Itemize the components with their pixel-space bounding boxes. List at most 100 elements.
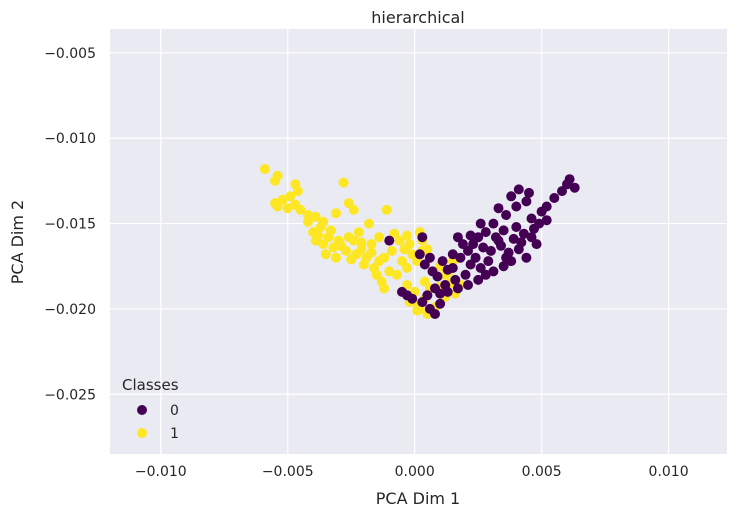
data-point-class-0: [518, 228, 529, 239]
data-point-class-1: [353, 227, 364, 238]
data-point-class-0: [524, 187, 534, 198]
data-point-class-1: [331, 252, 341, 263]
y-axis-label: PCA Dim 2: [8, 200, 27, 284]
data-point-class-0: [541, 215, 552, 226]
legend-label-0: 0: [170, 403, 179, 419]
data-point-class-1: [402, 230, 413, 241]
x-tick-label: 0.005: [522, 464, 562, 480]
data-point-class-1: [419, 276, 430, 287]
data-point-class-1: [323, 232, 334, 243]
data-point-class-0: [485, 245, 496, 256]
data-point-class-1: [384, 266, 395, 277]
data-point-class-0: [531, 239, 542, 250]
data-point-class-0: [506, 191, 517, 202]
data-points: [259, 164, 580, 319]
data-point-class-1: [303, 216, 313, 227]
data-point-class-0: [468, 239, 479, 250]
data-point-class-1: [320, 249, 331, 260]
data-point-class-1: [371, 269, 382, 280]
data-point-class-0: [549, 193, 560, 203]
data-point-class-0: [463, 245, 473, 256]
data-point-class-1: [366, 239, 377, 250]
data-point-class-0: [407, 293, 418, 304]
data-point-class-1: [358, 259, 369, 270]
data-point-class-1: [412, 305, 423, 316]
data-point-class-0: [488, 218, 499, 229]
legend-marker-1: [137, 428, 147, 438]
x-tick-label: 0.010: [649, 464, 689, 480]
data-point-class-1: [346, 254, 357, 265]
data-point-class-0: [414, 249, 425, 260]
data-point-class-0: [562, 179, 572, 190]
data-point-class-1: [379, 252, 390, 263]
data-point-class-1: [381, 204, 392, 215]
data-point-class-0: [473, 232, 484, 243]
data-point-class-0: [417, 297, 428, 308]
data-point-class-1: [402, 280, 413, 290]
data-point-class-1: [356, 237, 367, 248]
data-point-class-1: [348, 235, 359, 246]
legend-title: Classes: [122, 376, 179, 394]
data-point-class-0: [424, 252, 435, 263]
data-point-class-1: [394, 235, 405, 246]
data-point-class-1: [404, 239, 415, 250]
data-point-class-0: [475, 218, 486, 229]
data-point-class-0: [501, 210, 512, 220]
data-point-class-1: [292, 186, 303, 197]
grid: [110, 29, 727, 454]
data-point-class-0: [465, 259, 476, 270]
data-point-class-0: [430, 309, 440, 319]
data-point-class-0: [465, 230, 476, 241]
data-point-class-0: [419, 259, 430, 270]
data-point-class-1: [402, 263, 413, 273]
y-tick-label: −0.020: [44, 302, 96, 318]
data-point-class-1: [277, 194, 288, 205]
data-point-class-0: [508, 233, 519, 244]
data-point-class-0: [447, 263, 458, 273]
legend: Classes 0 1: [122, 376, 179, 442]
data-point-class-0: [529, 223, 539, 234]
data-point-class-0: [516, 237, 527, 248]
data-point-class-1: [303, 210, 313, 220]
data-point-class-0: [480, 269, 491, 280]
y-tick-label: −0.005: [44, 46, 96, 62]
data-point-class-1: [318, 239, 329, 250]
data-point-class-0: [526, 232, 537, 243]
data-point-class-0: [455, 252, 466, 263]
y-tick-label: −0.010: [44, 131, 96, 147]
legend-label-1: 1: [170, 426, 179, 442]
data-point-class-0: [569, 182, 580, 193]
data-point-class-0: [526, 213, 537, 224]
data-point-class-1: [315, 222, 326, 232]
data-point-class-1: [272, 201, 283, 212]
data-point-class-1: [374, 232, 385, 243]
data-point-class-0: [460, 269, 471, 280]
data-point-class-0: [452, 232, 463, 243]
data-point-class-0: [442, 286, 453, 297]
data-point-class-0: [513, 184, 524, 195]
data-point-class-0: [488, 266, 499, 277]
chart-title: hierarchical: [371, 8, 464, 27]
data-point-class-1: [310, 235, 321, 246]
data-point-class-0: [427, 266, 438, 277]
data-point-class-1: [389, 228, 400, 239]
data-point-class-0: [457, 239, 468, 250]
data-point-class-0: [498, 225, 509, 236]
x-tick-label: −0.010: [135, 464, 187, 480]
data-point-class-0: [463, 280, 473, 290]
data-point-class-0: [452, 283, 463, 294]
x-axis-label: PCA Dim 1: [376, 489, 460, 508]
data-point-class-0: [478, 242, 489, 253]
data-point-class-1: [364, 218, 374, 229]
data-point-class-1: [282, 203, 293, 214]
x-tick-label: 0.000: [395, 464, 435, 480]
data-point-class-1: [343, 198, 354, 209]
data-point-class-0: [435, 288, 446, 299]
data-point-class-1: [338, 177, 349, 188]
data-point-class-0: [483, 256, 494, 267]
data-point-class-0: [417, 232, 428, 243]
data-point-class-1: [331, 208, 341, 219]
data-point-class-1: [422, 244, 433, 255]
data-point-class-1: [341, 245, 352, 256]
